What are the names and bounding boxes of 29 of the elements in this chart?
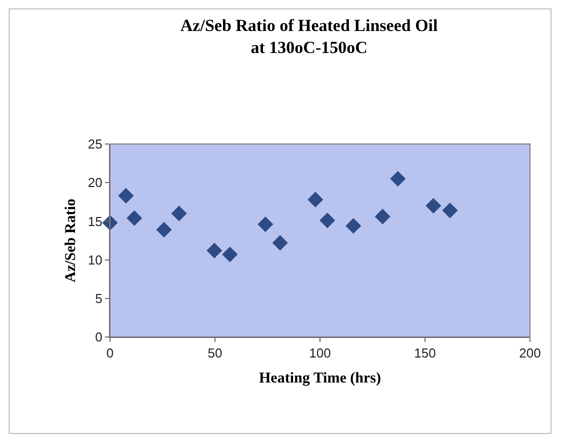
y-tick-label: 5 [95,290,102,306]
point [206,242,222,258]
point [126,210,142,226]
point [272,235,288,251]
x-tick-label: 0 [106,346,114,361]
point [442,202,458,218]
point [118,188,134,204]
point [426,198,442,214]
x-tick-label: 50 [208,346,222,361]
point [222,246,238,262]
y-tick-label: 0 [95,330,102,345]
point [374,208,390,224]
point [258,216,274,232]
point [346,218,362,234]
chart-title: Az/Seb Ratio of Heated Linseed Oil at 130oC-150oC [180,16,438,58]
x-tick-label: 100 [309,346,331,361]
x-tick-label: 200 [519,346,541,361]
x-tick-label: 150 [414,346,436,361]
point [308,192,324,208]
point [390,170,406,187]
y-tick-label: 25 [88,136,102,152]
y-tick-label: 10 [88,252,102,268]
y-tick-label: 20 [88,175,102,190]
y-tick-label: 15 [88,214,102,229]
point [156,222,172,238]
y-axis-title: Az/Seb Ratio [63,198,80,282]
x-axis-title: Heating Time (hrs) [259,370,381,387]
point [320,212,336,228]
point [171,206,187,222]
